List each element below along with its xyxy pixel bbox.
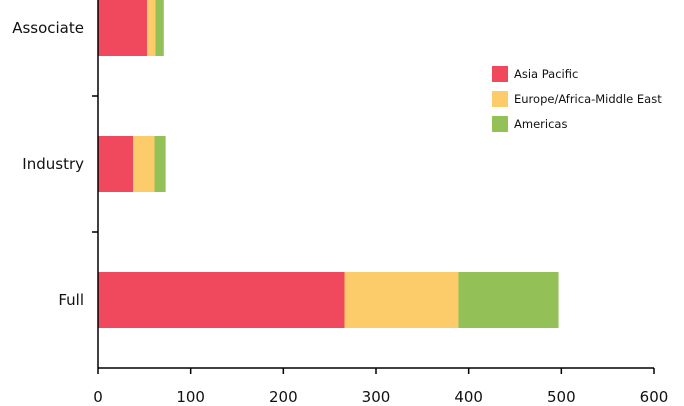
bar-associate-europe-africa-middle-east bbox=[147, 0, 156, 56]
x-tick-label: 400 bbox=[454, 388, 483, 406]
legend-swatch-americas bbox=[492, 116, 508, 132]
legend-label: Europe/Africa-Middle East bbox=[514, 92, 662, 106]
bar-full-asia-pacific bbox=[98, 272, 345, 328]
category-labels-group: Associate Industry Full bbox=[12, 19, 98, 309]
x-tick-label: 600 bbox=[640, 388, 669, 406]
bar-full-americas bbox=[458, 272, 559, 328]
legend-swatch-europe-africa-middle-east bbox=[492, 91, 508, 107]
legend-label: Americas bbox=[514, 117, 567, 131]
bar-full-europe-africa-middle-east bbox=[344, 272, 459, 328]
x-ticks-group: 0 100 200 300 400 500 600 bbox=[93, 368, 668, 406]
bar-industry-asia-pacific bbox=[98, 136, 134, 192]
x-tick-label: 200 bbox=[269, 388, 298, 406]
bar-industry-europe-africa-middle-east bbox=[133, 136, 155, 192]
category-label-industry: Industry bbox=[22, 155, 84, 173]
bar-associate-asia-pacific bbox=[98, 0, 148, 56]
bar-industry-americas bbox=[154, 136, 166, 192]
x-tick-label: 0 bbox=[93, 388, 103, 406]
x-tick-label: 100 bbox=[176, 388, 205, 406]
legend-swatch-asia-pacific bbox=[492, 66, 508, 82]
bars-group bbox=[98, 0, 559, 328]
x-tick-label: 500 bbox=[547, 388, 576, 406]
legend-label: Asia Pacific bbox=[514, 67, 578, 81]
bar-associate-americas bbox=[155, 0, 164, 56]
x-tick-label: 300 bbox=[362, 388, 391, 406]
legend: Asia Pacific Europe/Africa-Middle East Ame… bbox=[492, 66, 662, 132]
category-label-associate: Associate bbox=[12, 19, 84, 37]
category-label-full: Full bbox=[58, 291, 84, 309]
